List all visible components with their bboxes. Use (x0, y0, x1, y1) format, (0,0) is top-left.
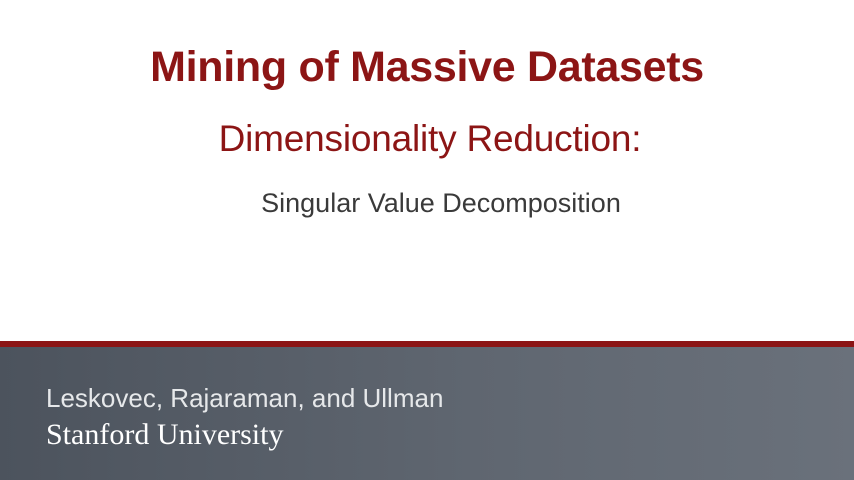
accent-divider (0, 341, 854, 347)
footer-band (0, 347, 854, 480)
authors-text: Leskovec, Rajaraman, and Ullman (46, 383, 444, 413)
slide-title: Mining of Massive Datasets (150, 43, 704, 91)
university-name: Stanford University (46, 418, 284, 451)
slide-subsubtitle: Singular Value Decomposition (261, 188, 621, 218)
slide-subtitle: Dimensionality Reduction: (218, 118, 642, 159)
slide-header-area: Mining of Massive Datasets Dimensionalit… (150, 43, 705, 218)
